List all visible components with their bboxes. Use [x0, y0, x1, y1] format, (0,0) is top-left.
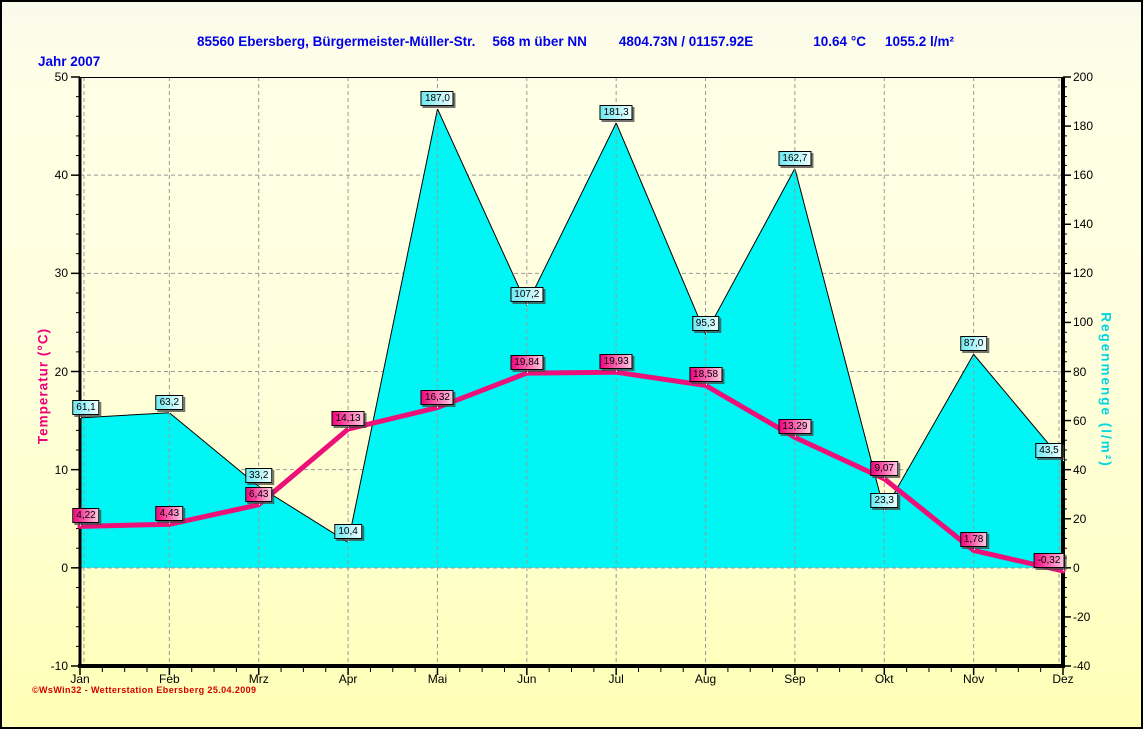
temp-value-label-connector [973, 546, 975, 551]
temp-value-label-connector [348, 425, 350, 430]
rain-value-label-connector [1063, 457, 1064, 462]
month-label: Jan [70, 672, 90, 686]
station-coordinates: 4804.73N / 01157.92E [618, 34, 754, 49]
station-elevation: 568 m über NN [492, 34, 587, 49]
temp-value-label: 14,13 [331, 411, 365, 427]
month-label: Apr [338, 672, 358, 686]
rain-value-label: 181,3 [599, 104, 633, 120]
rain-value-label: 23,3 [870, 492, 898, 508]
temp-value-label-connector [705, 381, 707, 386]
station-name: 85560 Ebersberg, Bürgermeister-Müller-St… [197, 34, 476, 49]
rain-value-label: 162,7 [778, 150, 812, 166]
temp-value-label: 18,58 [689, 367, 723, 383]
rain-value-label-connector [884, 506, 886, 511]
right-axis-tick-label: 160 [1073, 168, 1094, 183]
chart-header: 85560 Ebersberg, Bürgermeister-Müller-St… [197, 34, 954, 49]
temp-value-label-connector [884, 474, 886, 479]
left-axis-tick-label: 30 [54, 266, 68, 281]
temp-value-label-connector [616, 368, 618, 373]
temp-value-label-connector [526, 369, 528, 374]
month-label: Aug [694, 672, 717, 686]
rain-value-label-connector [258, 482, 260, 487]
rain-value-label-connector [973, 350, 975, 355]
left-axis-tick-label: 0 [61, 560, 68, 575]
temp-value-label-connector [1063, 566, 1064, 571]
right-axis-tick-label: 40 [1073, 462, 1087, 477]
month-label: Feb [159, 672, 180, 686]
temp-value-label: 19,84 [510, 355, 544, 371]
total-rainfall: 1055.2 l/m² [884, 34, 955, 49]
month-label: Mrz [248, 672, 269, 686]
rain-value-label: 187,0 [420, 90, 454, 106]
vertical-grid-lines [80, 77, 1063, 666]
rain-value-label: 95,3 [691, 315, 720, 331]
right-axis-tick-label: 60 [1073, 413, 1087, 428]
temp-value-label-connector [437, 403, 439, 408]
rain-area-series [79, 107, 1064, 568]
temp-value-label: -0,32 [1033, 552, 1065, 568]
rain-value-label-connector [80, 413, 81, 418]
rain-value-label-connector [169, 408, 171, 413]
month-label: Dez [1052, 672, 1074, 686]
right-axis-tick-label: 140 [1073, 217, 1094, 232]
temp-value-label-connector [80, 522, 81, 527]
rain-value-label-connector [794, 164, 796, 169]
left-axis-tick-label: 50 [54, 70, 68, 84]
copyright-note: ©WsWin32 - Wetterstation Ebersberg 25.04… [32, 685, 257, 695]
left-axis-tick-label: 20 [54, 364, 68, 379]
right-axis-tick-label: 20 [1073, 511, 1087, 526]
temp-value-label: 13,29 [778, 419, 812, 435]
temp-value-label: 4,22 [72, 508, 100, 524]
rain-value-label-connector [705, 329, 707, 334]
temp-value-label-connector [794, 433, 796, 438]
month-label: Jul [608, 672, 624, 686]
right-axis-tick-label: 180 [1073, 119, 1094, 134]
rain-value-label: 63,2 [155, 394, 184, 410]
left-axis-tick-label: 10 [54, 462, 68, 477]
temp-value-label: 9,07 [870, 460, 898, 476]
left-axis-tick-label: -10 [50, 659, 68, 673]
year-label: Jahr 2007 [38, 54, 101, 69]
rain-value-label-connector [616, 118, 618, 123]
rain-value-label-connector [526, 300, 528, 305]
rain-value-label: 87,0 [959, 336, 988, 352]
right-axis-tick-label: 200 [1073, 70, 1094, 84]
temp-line-series [77, 369, 1066, 574]
right-axis-tick-label: -40 [1073, 659, 1091, 673]
temp-value-label: 4,43 [155, 506, 184, 522]
month-label: Mai [427, 672, 448, 686]
right-axis-tick-label: 100 [1073, 315, 1094, 330]
average-temperature: 10.64 °C [813, 34, 866, 49]
month-label: Jun [517, 672, 537, 686]
right-axis-title: Regenmenge (l/m²) [1098, 312, 1114, 468]
rain-value-label-connector [348, 538, 350, 543]
rain-value-label: 43,5 [1035, 443, 1063, 459]
temp-value-label: 19,93 [599, 354, 633, 370]
rain-value-label: 10,4 [334, 524, 362, 540]
rain-value-label: 61,1 [72, 399, 100, 415]
month-label: Sep [784, 672, 806, 686]
temp-value-label: 16,32 [420, 389, 454, 405]
temp-value-label-connector [169, 520, 171, 525]
temp-value-label: 6,43 [244, 486, 273, 502]
rain-value-label-connector [437, 104, 439, 109]
month-label: Nov [962, 672, 985, 686]
temp-value-label-connector [258, 500, 260, 505]
right-axis-tick-label: -20 [1073, 609, 1091, 624]
month-label: Okt [874, 672, 894, 686]
right-axis-tick-label: 120 [1073, 266, 1094, 281]
rain-value-label: 107,2 [510, 286, 544, 302]
temp-value-label: 1,78 [959, 532, 988, 548]
right-axis-tick-label: 80 [1073, 364, 1087, 379]
left-axis-tick-label: 40 [54, 168, 68, 183]
rain-value-label: 33,2 [244, 468, 273, 484]
right-axis-tick-label: 0 [1073, 560, 1080, 575]
